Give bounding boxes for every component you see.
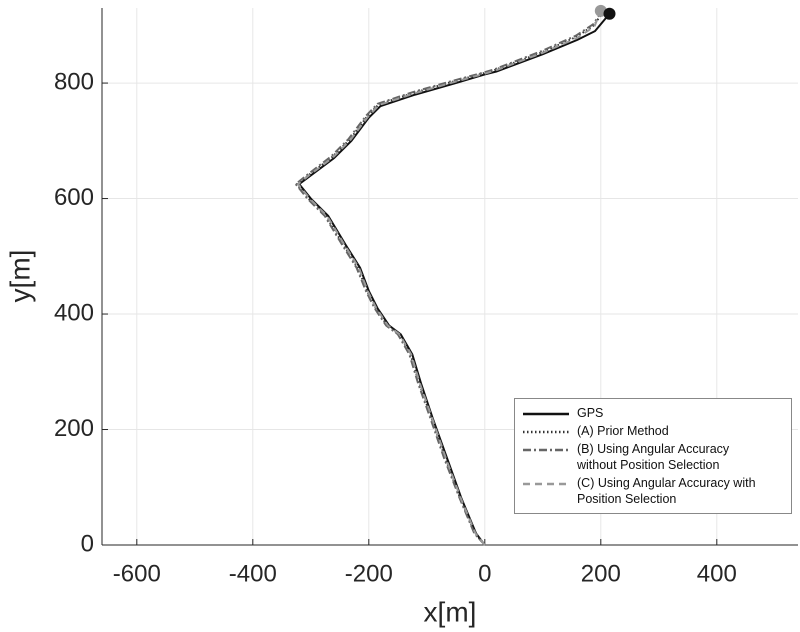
x-tick-label: -200 <box>345 560 393 587</box>
legend-entry: (B) Using Angular Accuracy without Posit… <box>515 441 791 473</box>
x-axis-label: x[m] <box>424 596 477 627</box>
legend-label: (A) Prior Method <box>577 424 669 438</box>
series-line <box>296 10 602 546</box>
legend-entry: (A) Prior Method <box>515 423 791 439</box>
legend-swatch <box>523 430 569 434</box>
x-tick-label: 400 <box>697 560 737 587</box>
legend-swatch <box>523 482 569 486</box>
legend-label: (C) Using Angular Accuracy with Position… <box>577 476 756 506</box>
legend-label: GPS <box>577 406 604 420</box>
x-tick-label: 200 <box>581 560 621 587</box>
y-tick-label: 0 <box>81 530 94 557</box>
end-marker <box>603 7 616 20</box>
legend-entry: (C) Using Angular Accuracy with Position… <box>515 475 791 507</box>
legend-label: (B) Using Angular Accuracy without Posit… <box>577 442 730 472</box>
x-tick-label: -600 <box>113 560 161 587</box>
legend-swatch <box>523 448 569 452</box>
legend-entry: GPS <box>515 405 791 421</box>
y-axis-label: y[m] <box>4 250 35 303</box>
y-tick-label: 800 <box>54 68 94 95</box>
y-tick-label: 200 <box>54 415 94 442</box>
y-tick-label: 400 <box>54 299 94 326</box>
x-tick-label: -400 <box>229 560 277 587</box>
legend: GPS (A) Prior Method (B) Using Angular Acc… <box>514 398 792 514</box>
legend-swatch <box>523 412 569 416</box>
series-line <box>294 9 604 546</box>
x-tick-label: 0 <box>478 560 491 587</box>
y-tick-label: 600 <box>54 184 94 211</box>
